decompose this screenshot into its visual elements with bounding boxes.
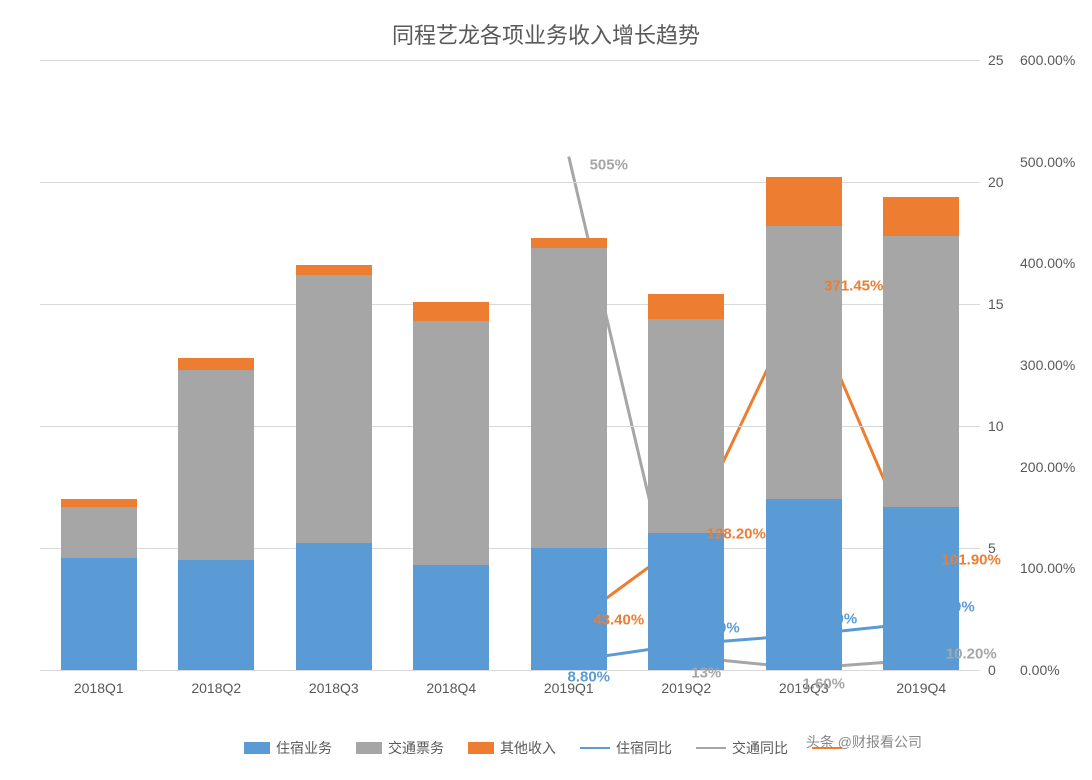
bar-segment: [766, 499, 842, 670]
bar-segment: [296, 543, 372, 670]
chart-container: 同程艺龙各项业务收入增长趋势 05101520250.00%100.00%200…: [0, 0, 1092, 780]
axis-right-b-label: 0.00%: [1012, 662, 1060, 678]
gridline: [40, 60, 980, 61]
line-series: [569, 623, 922, 661]
axis-right-b-label: 400.00%: [1012, 255, 1075, 271]
legend-swatch-box: [468, 742, 494, 754]
data-label: 371.45%: [824, 278, 883, 295]
bar-segment: [61, 507, 137, 558]
axis-right-a-label: 20: [980, 174, 1004, 190]
bar-group: [61, 499, 137, 670]
legend-swatch-line: [696, 747, 726, 749]
axis-right-a-label: 0: [980, 662, 996, 678]
data-label: 43.40%: [593, 611, 644, 628]
line-series: [569, 157, 922, 669]
bar-group: [296, 265, 372, 670]
legend-label: 住宿业务: [276, 738, 332, 758]
bar-segment: [883, 197, 959, 236]
gridline: [40, 670, 980, 671]
category-label: 2018Q2: [191, 670, 241, 696]
data-label: 46.60%: [924, 598, 975, 615]
bar-segment: [766, 177, 842, 226]
axis-right-a-label: 15: [980, 296, 1004, 312]
bar-segment: [648, 533, 724, 670]
bar-segment: [766, 226, 842, 499]
legend-item: 住宿业务: [244, 738, 332, 758]
bar-group: [178, 358, 254, 670]
axis-right-b-label: 200.00%: [1012, 459, 1075, 475]
bar-segment: [413, 565, 489, 670]
plot-area: 05101520250.00%100.00%200.00%300.00%400.…: [40, 60, 980, 670]
chart-title: 同程艺龙各项业务收入增长趋势: [0, 0, 1092, 50]
legend: 住宿业务 交通票务 其他收入 住宿同比 交通同比: [0, 738, 1092, 758]
bar-segment: [61, 558, 137, 670]
legend-swatch-box: [244, 742, 270, 754]
bar-group: [531, 238, 607, 670]
bar-segment: [531, 248, 607, 548]
legend-swatch-box: [356, 742, 382, 754]
chart-title-text: 同程艺龙各项业务收入增长趋势: [392, 23, 700, 48]
data-label: 8.80%: [567, 669, 610, 686]
legend-label: 其他收入: [500, 738, 556, 758]
bar-segment: [296, 265, 372, 275]
watermark-text: 头条 @财报看公司: [806, 734, 922, 750]
bar-group: [766, 177, 842, 670]
bar-segment: [296, 275, 372, 543]
legend-item: 交通票务: [356, 738, 444, 758]
category-label: 2018Q4: [426, 670, 476, 696]
legend-label: 住宿同比: [616, 738, 672, 758]
category-label: 2018Q3: [309, 670, 359, 696]
data-label: 10.20%: [946, 645, 997, 662]
bar-segment: [178, 370, 254, 560]
data-label: 34.50%: [806, 610, 857, 627]
axis-right-b-label: 600.00%: [1012, 52, 1075, 68]
data-label: 505%: [590, 156, 628, 173]
data-label: 101.90%: [942, 552, 1001, 569]
legend-label: 交通票务: [388, 738, 444, 758]
data-label: 13%: [691, 664, 721, 681]
data-label: 128.20%: [707, 525, 766, 542]
bar-segment: [648, 294, 724, 318]
data-label: 25.50%: [689, 620, 740, 637]
bar-segment: [178, 560, 254, 670]
data-label: 1.60%: [802, 676, 845, 693]
axis-right-b-label: 100.00%: [1012, 560, 1075, 576]
bar-segment: [413, 321, 489, 565]
legend-item: 住宿同比: [580, 738, 672, 758]
axis-right-b-label: 500.00%: [1012, 154, 1075, 170]
legend-item: 其他收入: [468, 738, 556, 758]
watermark: 头条 @财报看公司: [806, 732, 922, 752]
axis-right-b-label: 300.00%: [1012, 357, 1075, 373]
legend-label: 交通同比: [732, 738, 788, 758]
bar-segment: [413, 302, 489, 322]
bar-segment: [178, 358, 254, 370]
axis-right-a-label: 25: [980, 52, 1004, 68]
bar-segment: [648, 319, 724, 534]
bar-segment: [531, 238, 607, 248]
bar-group: [413, 302, 489, 670]
legend-item: 交通同比: [696, 738, 788, 758]
bar-segment: [883, 236, 959, 507]
category-label: 2019Q4: [896, 670, 946, 696]
bar-segment: [61, 499, 137, 506]
bar-group: [648, 294, 724, 670]
bar-segment: [531, 548, 607, 670]
axis-right-a-label: 10: [980, 418, 1004, 434]
category-label: 2018Q1: [74, 670, 124, 696]
line-series: [569, 292, 922, 626]
legend-swatch-line: [580, 747, 610, 749]
